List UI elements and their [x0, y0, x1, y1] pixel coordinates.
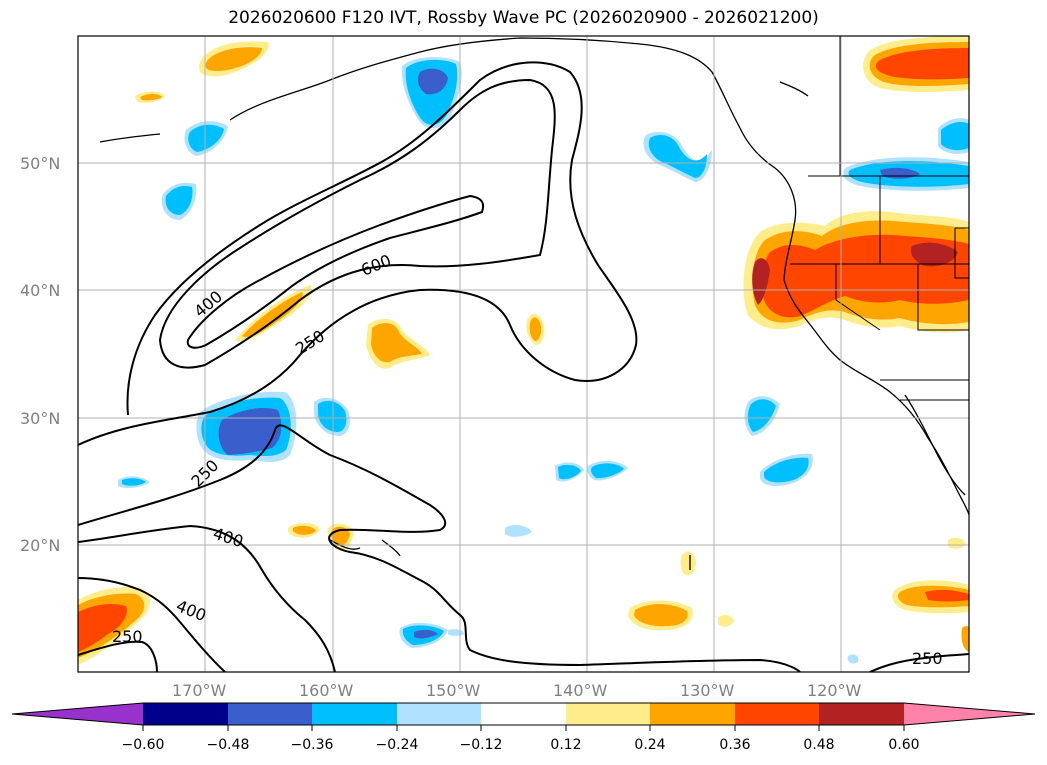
colorbar-segment	[481, 703, 566, 725]
longitude-labels: 170°W 160°W 150°W 140°W 130°W 120°W	[172, 681, 862, 700]
contour-label-250-bottom-left: 250	[112, 627, 143, 646]
lon-label-170w: 170°W	[172, 681, 227, 700]
negative-anomaly-fields	[118, 57, 969, 664]
positive-anomaly-fields	[78, 36, 969, 665]
colorbar-ticks	[142, 725, 905, 731]
colorbar-label: 0.36	[719, 737, 750, 753]
colorbar-segment	[397, 703, 481, 725]
lat-label-20: 20°N	[20, 536, 60, 555]
colorbar-label: −0.48	[207, 737, 250, 753]
lon-label-130w: 130°W	[680, 681, 735, 700]
colorbar-tick-labels: −0.60 −0.48 −0.36 −0.24 −0.12 0.12 0.24 …	[122, 737, 920, 753]
lon-label-120w: 120°W	[807, 681, 862, 700]
colorbar-extend-high	[904, 703, 1035, 725]
colorbar-segment	[312, 703, 397, 725]
colorbar-label: −0.36	[291, 737, 334, 753]
lon-label-140w: 140°W	[553, 681, 608, 700]
colorbar-label: 0.48	[803, 737, 834, 753]
colorbar-label: 0.12	[550, 737, 581, 753]
colorbar-segment	[143, 703, 228, 725]
colorbar: −0.60 −0.48 −0.36 −0.24 −0.12 0.12 0.24 …	[11, 702, 1036, 753]
lon-label-150w: 150°W	[426, 681, 481, 700]
lon-label-160w: 160°W	[299, 681, 354, 700]
latitude-labels: 50°N 40°N 30°N 20°N	[20, 154, 60, 555]
colorbar-segment	[735, 703, 819, 725]
colorbar-label: −0.60	[122, 737, 165, 753]
colorbar-segment	[228, 703, 312, 725]
colorbar-label: −0.12	[460, 737, 503, 753]
lat-label-40: 40°N	[20, 281, 60, 300]
coastlines	[99, 37, 969, 570]
lat-label-50: 50°N	[20, 154, 60, 173]
map-frame	[77, 35, 970, 673]
map-title: 2026020600 F120 IVT, Rossby Wave PC (202…	[228, 8, 819, 28]
graticule	[78, 36, 969, 672]
lat-label-30: 30°N	[20, 409, 60, 428]
colorbar-segment	[566, 703, 650, 725]
colorbar-segment	[650, 703, 735, 725]
colorbar-label: 0.24	[634, 737, 665, 753]
political-borders	[790, 36, 969, 401]
colorbar-label: 0.60	[888, 737, 919, 753]
map-area	[78, 36, 969, 672]
contour-label-250-bottom-right: 250	[912, 649, 943, 668]
ivt-contours	[78, 61, 969, 672]
colorbar-label: −0.24	[376, 737, 419, 753]
colorbar-extend-low	[12, 703, 143, 725]
colorbar-segment	[819, 703, 904, 725]
